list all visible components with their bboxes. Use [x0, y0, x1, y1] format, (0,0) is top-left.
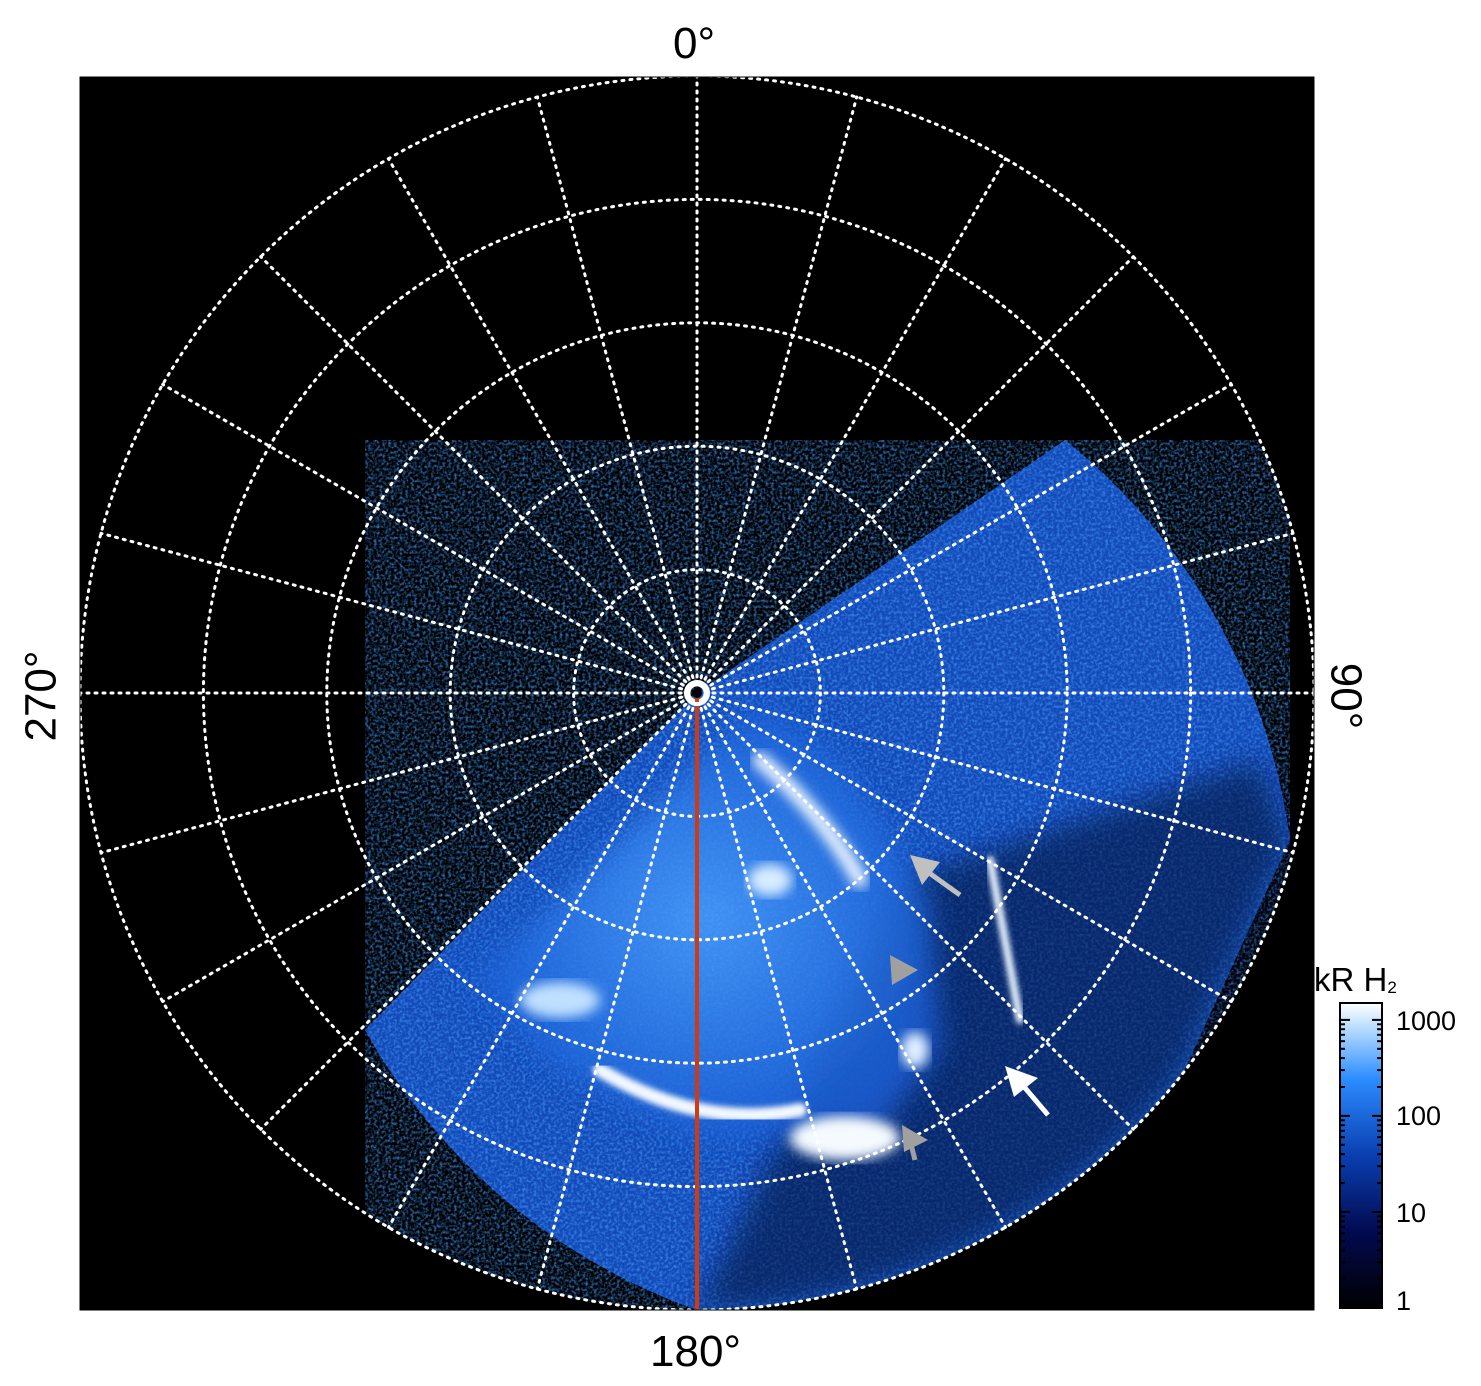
gray-arrow-upper	[910, 855, 962, 898]
grid-spoke	[695, 691, 1135, 1131]
bright-spot-right	[901, 1032, 929, 1068]
grid-spoke	[695, 691, 1007, 1229]
azimuth-label-bottom: 180°	[650, 1327, 742, 1376]
pole-marker	[684, 680, 710, 706]
main-auroral-oval	[593, 1063, 807, 1122]
grid-spoke	[535, 691, 699, 1291]
colorbar-gradient	[1339, 1002, 1383, 1309]
white-arrow-lower	[1005, 1066, 1050, 1117]
emission-dim-region	[697, 760, 1290, 1310]
colorbar-title-subscript: 2	[1387, 978, 1397, 997]
colorbar-tick-label-1000: 1000	[1396, 1006, 1457, 1036]
emission-bright-core	[470, 700, 940, 1140]
auroral-emission-image	[365, 440, 1290, 1310]
grid-spoke	[695, 95, 859, 695]
grid-spoke	[695, 531, 1295, 695]
grid-spoke	[695, 691, 859, 1291]
grid-spoke	[387, 691, 699, 1229]
colorbar-title: kR H2	[1314, 963, 1397, 996]
outer-emission-arc	[986, 856, 1024, 1024]
colorbar-tick-label-100: 100	[1396, 1101, 1442, 1131]
grid-spoke	[259, 691, 699, 1131]
azimuth-label-top: 0°	[673, 19, 716, 68]
grid-spoke	[161, 691, 699, 1003]
grid-spoke	[259, 255, 699, 695]
plot-frame	[79, 76, 1315, 1311]
bright-arc-upper	[752, 752, 868, 888]
gray-arrowhead-middle	[890, 955, 918, 985]
bright-patch-middle	[748, 864, 792, 896]
colorbar-ticks	[1340, 1018, 1382, 1309]
grid-spoke	[535, 95, 699, 695]
annotation-arrows	[890, 855, 1050, 1161]
grid-spoke	[695, 691, 1295, 855]
colorbar-title-main: kR H	[1314, 961, 1388, 998]
grid-spoke	[387, 157, 699, 695]
azimuth-label-right: 90°	[1321, 662, 1371, 730]
azimuth-label-left: 270°	[16, 650, 66, 742]
bright-spot-lower	[790, 1116, 900, 1160]
grid-spoke	[695, 255, 1135, 695]
gray-arrow-lower	[902, 1125, 928, 1161]
colorbar-tick-label-1: 1	[1396, 1286, 1412, 1316]
grid-spoke	[695, 383, 1233, 695]
colorbar	[1339, 1002, 1383, 1309]
grid-spoke	[695, 691, 1233, 1003]
bright-patch-left	[520, 982, 600, 1018]
colorbar-tick-label-10: 10	[1396, 1198, 1427, 1228]
grid-spoke	[99, 531, 699, 695]
grid-spoke	[161, 383, 699, 695]
grid-spoke	[99, 691, 699, 855]
grid-spoke	[695, 157, 1007, 695]
